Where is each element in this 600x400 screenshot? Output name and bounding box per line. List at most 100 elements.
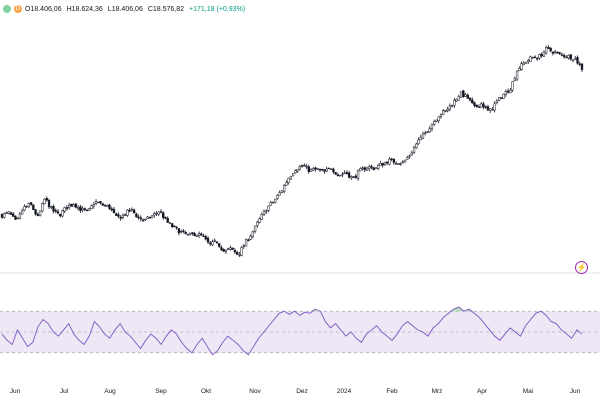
candle-body [406,157,409,160]
time-axis-tick: Sep [155,388,167,395]
time-axis-tick: Jun [9,388,21,395]
candle-body [377,165,380,169]
time-axis[interactable]: Jun Jul Aug Sep Okt Nov Dez 2024 Feb Mrz Apr Mai Jun [0,386,600,400]
candle-body [410,152,413,156]
candle-body [332,168,335,173]
time-axis-tick: Aug [104,388,116,395]
candle-body [321,168,324,171]
candle-body [0,214,4,218]
candle-body [352,176,355,178]
candle-body [61,210,64,217]
candle-body [567,54,570,59]
candle-body [569,54,572,60]
candle-body [325,168,328,172]
candle-body [251,231,254,237]
candle-body [421,133,425,139]
candle-body [188,232,192,235]
candle-body [117,214,120,217]
candle-body [484,106,487,108]
candle-body [545,47,548,54]
candle-body [558,52,561,55]
candle-body [453,100,456,106]
candle-body [213,240,216,242]
candle-body [106,205,109,207]
time-axis-tick: Dez [296,388,308,395]
candle-body [70,203,73,207]
candle-body [128,209,131,212]
candle-body [45,198,48,201]
candle-body [200,233,203,236]
candle-body [565,56,568,59]
candle-body [506,90,510,93]
candle-body [468,97,472,101]
candle-body [242,245,246,247]
candle-body [29,202,33,205]
candle-body [571,59,575,61]
candle-body [144,218,147,221]
candle-body [522,62,525,65]
candle-body [312,168,315,171]
candle-body [65,207,69,209]
candle-body [515,70,519,80]
candle-body [363,167,366,171]
candle-body [513,78,516,82]
candle-body [274,198,277,203]
candle-body [486,106,490,111]
candle-body [511,81,514,91]
time-axis-tick: Feb [386,388,398,395]
candle-body [56,211,60,214]
candle-body [450,105,454,107]
rsi-line [1,306,583,356]
candle-body [249,235,252,240]
candle-body [303,165,306,167]
candle-body [119,216,122,219]
candle-body [150,215,154,218]
candle-body [435,119,438,122]
candle-body [276,195,279,199]
candle-body [63,207,66,212]
candle-body [394,163,398,165]
ohlc-legend: D O18.406,06 H18.624,36 L18.406,06 C18.5… [3,2,250,16]
candle-body [504,91,508,95]
candle-body [291,173,295,177]
candle-body [497,97,501,101]
time-axis-tick: Nov [249,388,261,395]
candle-body [148,216,151,219]
candle-body [417,139,420,145]
candle-body [343,172,346,174]
candle-body [433,120,436,125]
candle-body [227,248,230,250]
candle-body [92,204,95,207]
candle-body [235,252,239,255]
candle-body [83,208,87,211]
candle-body [180,230,183,233]
lightning-icon[interactable]: ⚡ [575,261,588,274]
candle-body [580,63,584,70]
candle-body [130,208,134,211]
candle-body [309,169,313,172]
candle-body [47,200,51,208]
candle-body [379,162,382,167]
candle-body [307,166,310,172]
candle-body [36,213,39,216]
candle-body [79,206,82,211]
high-value: H18.624,36 [66,5,103,13]
candle-body [9,212,13,215]
candle-body [14,215,17,220]
candle-body [386,161,389,164]
candle-body [121,214,125,218]
candle-body [101,203,104,206]
candle-body [403,159,407,163]
candle-body [536,58,539,60]
candle-body [318,169,322,171]
candle-body [397,163,400,165]
candle-body [300,165,304,167]
candle-body [85,209,89,212]
candle-body [233,249,237,253]
candle-body [350,176,353,179]
chart-canvas[interactable] [0,0,600,386]
candle-body [388,158,391,165]
candle-body [459,91,463,98]
time-axis-tick: Apr [476,388,488,395]
candle-body [12,213,15,217]
